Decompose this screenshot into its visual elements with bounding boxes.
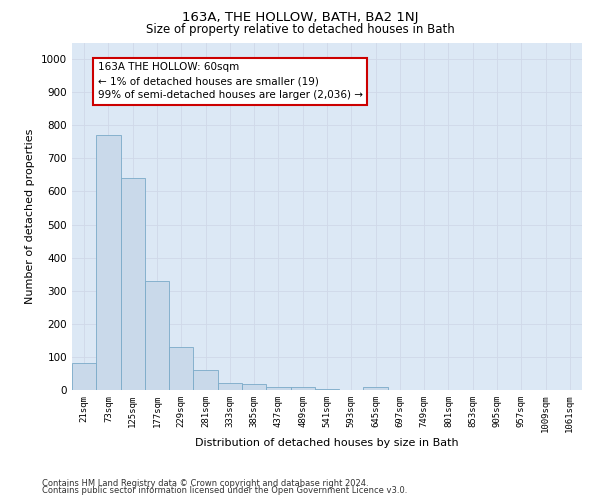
Bar (364, 386, 388, 390)
Bar (218, 382, 242, 390)
Text: Size of property relative to detached houses in Bath: Size of property relative to detached ho… (146, 22, 454, 36)
Bar (72, 362, 96, 390)
X-axis label: Distribution of detached houses by size in Bath: Distribution of detached houses by size … (195, 438, 459, 448)
Y-axis label: Number of detached properties: Number of detached properties (25, 128, 35, 304)
Bar (169, 347, 193, 390)
Bar (121, 178, 145, 390)
Bar (290, 387, 315, 390)
Text: 163A THE HOLLOW: 60sqm
← 1% of detached houses are smaller (19)
99% of semi-deta: 163A THE HOLLOW: 60sqm ← 1% of detached … (97, 62, 362, 100)
Text: 163A, THE HOLLOW, BATH, BA2 1NJ: 163A, THE HOLLOW, BATH, BA2 1NJ (182, 11, 418, 24)
Bar (266, 386, 290, 390)
Bar (242, 384, 266, 390)
Text: Contains HM Land Registry data © Crown copyright and database right 2024.: Contains HM Land Registry data © Crown c… (42, 478, 368, 488)
Text: Contains public sector information licensed under the Open Government Licence v3: Contains public sector information licen… (42, 486, 407, 495)
Bar (96, 135, 121, 390)
Bar (193, 370, 218, 390)
Bar (145, 282, 169, 390)
